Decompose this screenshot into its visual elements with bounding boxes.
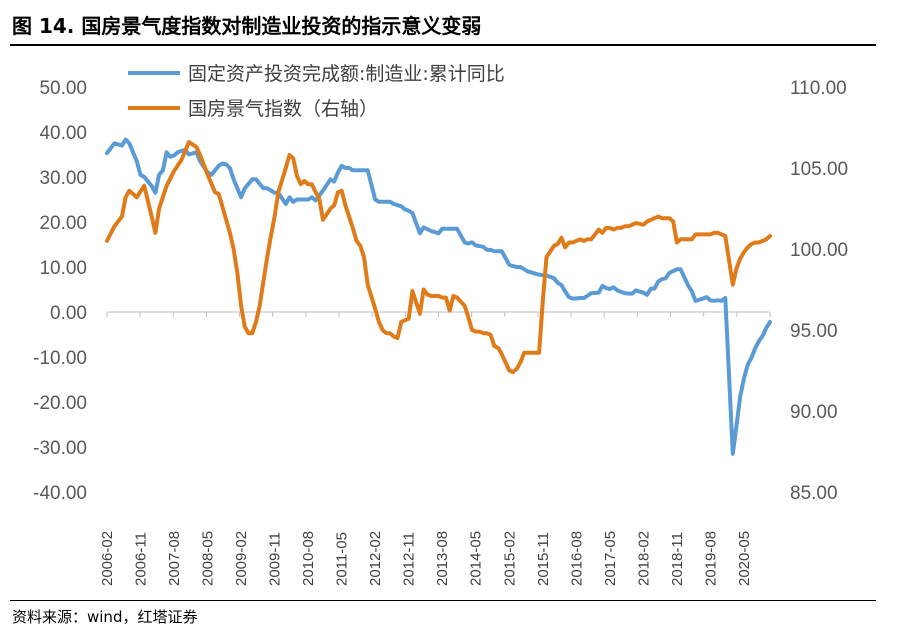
x-tick-label: 2006-11 [133, 532, 150, 586]
x-axis: 2006-02 2006-11 2007-08 2008-05 2009-02 2009-… [99, 531, 753, 586]
source-rule [10, 600, 876, 601]
x-tick-label: 2012-11 [401, 532, 418, 586]
source-note: 资料来源：wind，红塔证券 [12, 608, 198, 626]
title-rule [10, 44, 876, 46]
left-y-tick-label: 40.00 [39, 123, 87, 144]
left-y-tick-label: 30.00 [39, 168, 87, 189]
x-tick-label: 2014-05 [468, 531, 485, 586]
x-tick-label: 2012-02 [367, 531, 384, 586]
x-tick-label: 2007-08 [166, 531, 183, 586]
x-tick-label: 2011-05 [334, 532, 351, 586]
x-tick-label: 2009-11 [267, 532, 284, 586]
right-y-axis: 110.00 105.00 100.00 95.00 90.00 85.00 [790, 78, 848, 504]
x-tick-label: 2015-11 [535, 532, 552, 586]
right-y-tick-label: 95.00 [790, 321, 838, 342]
x-tick-label: 2013-08 [434, 531, 451, 586]
x-tick-label: 2008-05 [200, 531, 217, 586]
x-tick-label: 2015-02 [501, 531, 518, 586]
right-y-tick-label: 85.00 [790, 483, 838, 504]
right-y-tick-label: 105.00 [790, 159, 848, 180]
left-y-tick-label: 10.00 [39, 258, 87, 279]
left-y-tick-label: -20.00 [33, 393, 87, 414]
series-line-fixed-asset-investment [105, 137, 772, 456]
x-tick-label: 2020-05 [736, 531, 753, 586]
x-tick-label: 2019-08 [702, 531, 719, 586]
left-y-tick-label: -40.00 [33, 483, 87, 504]
x-tick-label: 2018-02 [635, 531, 652, 586]
left-y-tick-label: -30.00 [33, 438, 87, 459]
series-line-climate-index [105, 140, 772, 375]
left-y-tick-label: -10.00 [33, 348, 87, 369]
left-y-axis: 50.00 40.00 30.00 20.00 10.00 0.00 -10.00 -20.0… [33, 78, 87, 504]
x-axis-tick-marks [106, 312, 771, 317]
right-y-tick-label: 100.00 [790, 240, 848, 261]
right-y-tick-label: 110.00 [790, 78, 847, 99]
left-y-tick-label: 50.00 [39, 78, 87, 99]
x-tick-label: 2017-05 [602, 531, 619, 586]
chart-series [105, 137, 772, 456]
x-tick-label: 2018-11 [669, 532, 686, 586]
x-tick-label: 2009-02 [233, 531, 250, 586]
figure-title: 图 14. 国房景气度指数对制造业投资的指示意义变弱 [12, 14, 482, 38]
right-y-tick-label: 90.00 [790, 402, 838, 423]
left-y-tick-label: 20.00 [39, 213, 87, 234]
x-tick-label: 2016-08 [568, 531, 585, 586]
legend-label: 固定资产投资完成额:制造业:累计同比 [188, 63, 505, 85]
left-y-tick-label: 0.00 [50, 303, 87, 324]
x-tick-label: 2006-02 [99, 531, 116, 586]
legend-label: 国房景气指数（右轴） [188, 98, 378, 120]
x-tick-label: 2010-08 [300, 531, 317, 586]
